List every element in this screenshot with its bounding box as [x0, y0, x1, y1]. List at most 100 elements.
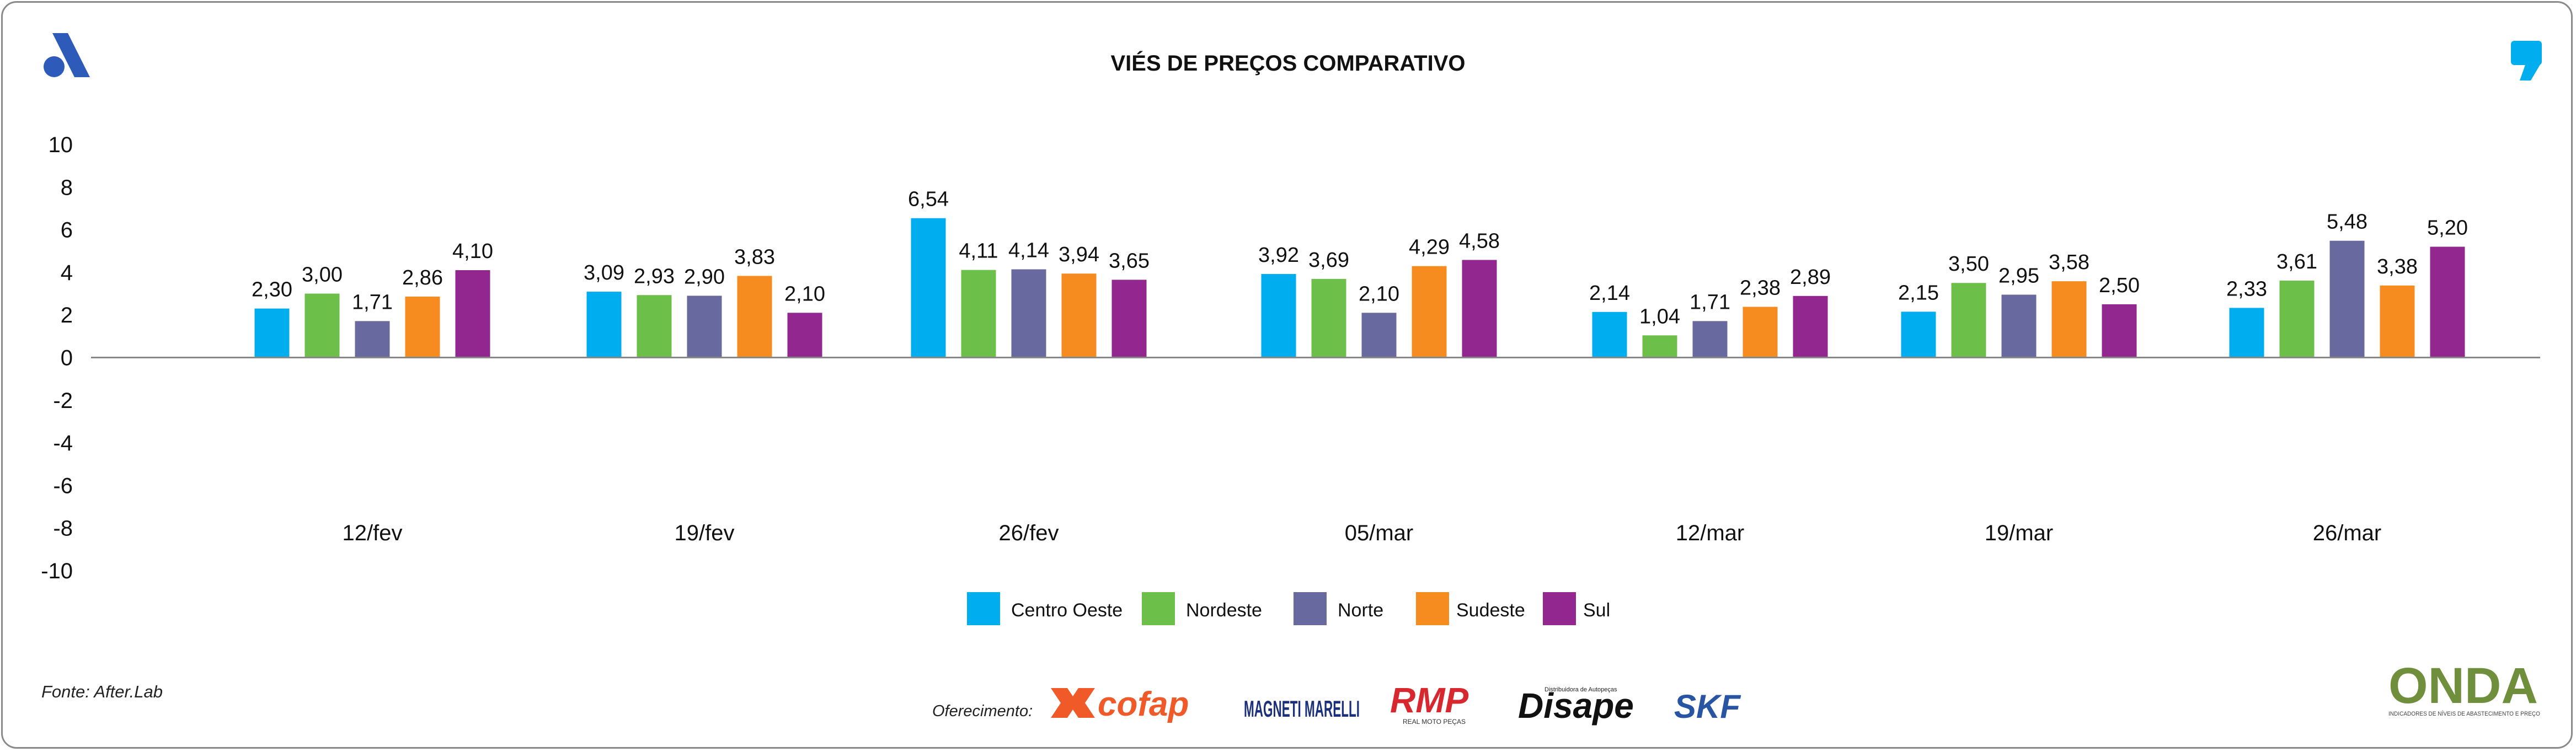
bar-sul-12-mar	[1793, 296, 1828, 358]
bar-value-label: 2,93	[634, 265, 675, 288]
sponsor-label: Oferecimento:	[932, 702, 1033, 720]
legend-swatch-centro-oeste	[967, 592, 1000, 625]
magneti-marelli-wordmark: MAGNETI MARELLI	[1244, 696, 1360, 722]
bar-value-label: 2,89	[1790, 266, 1831, 289]
bar-value-label: 3,58	[2049, 251, 2089, 274]
legend-swatch-nordeste	[1142, 592, 1175, 625]
y-axis: 10 8 6 4 2 0 -2 -4 -6 -8 -10	[41, 133, 73, 583]
y-tick-label: 0	[61, 346, 73, 370]
bar-value-label: 6,54	[908, 188, 949, 211]
legend-swatch-norte	[1294, 592, 1327, 625]
source-note: Fonte: After.Lab	[41, 682, 163, 701]
bar-nordeste-05-mar	[1311, 278, 1346, 358]
legend-label: Nordeste	[1186, 600, 1262, 621]
quote-icon	[2511, 41, 2542, 80]
rmp-tagline: REAL MOTO PEÇAS	[1403, 718, 1466, 726]
bar-value-label: 5,48	[2327, 211, 2367, 234]
bar-nordeste-12-mar	[1642, 335, 1677, 358]
bar-value-label: 4,58	[1459, 229, 1500, 253]
bar-value-label: 1,71	[1690, 291, 1730, 314]
disape-wordmark: Disape	[1518, 686, 1634, 726]
rmp-logo: RMP REAL MOTO PEÇAS	[1390, 680, 1469, 726]
bar-value-label: 3,00	[302, 264, 343, 287]
bar-value-label: 3,94	[1059, 243, 1099, 266]
bar-norte-26-fev	[1011, 269, 1046, 358]
bar-value-label: 3,92	[1258, 244, 1299, 267]
legend-label: Centro Oeste	[1011, 600, 1123, 621]
y-tick-label: 10	[49, 133, 73, 157]
bar-sul-26-fev	[1111, 280, 1147, 358]
bar-data-labels: 2,30 3,00 1,71 2,86 4,10 3,09 2,93 2,90 3,83 2,10…	[252, 188, 2468, 329]
bar-nordeste-19-mar	[1951, 283, 1986, 358]
bar-centro-oeste-19-fev	[586, 292, 622, 358]
x-tick-label: 05/mar	[1345, 521, 1414, 545]
bar-value-label: 4,11	[959, 240, 998, 263]
y-tick-label: -10	[41, 559, 73, 583]
bar-value-label: 3,83	[734, 245, 775, 268]
bar-value-label: 2,50	[2099, 274, 2140, 297]
bar-sudeste-26-mar	[2380, 285, 2415, 358]
bar-nordeste-26-fev	[961, 270, 996, 358]
bar-value-label: 2,10	[784, 282, 825, 305]
x-tick-label: 19/fev	[675, 521, 735, 545]
y-tick-label: -6	[53, 474, 73, 498]
bar-sul-12-fev	[455, 270, 490, 358]
legend-swatch-sudeste	[1416, 592, 1449, 625]
bar-value-label: 2,38	[1740, 277, 1781, 300]
bar-value-label: 2,86	[402, 266, 443, 289]
bar-series	[254, 218, 2465, 358]
bar-nordeste-19-fev	[637, 295, 672, 358]
legend: Centro Oeste Nordeste Norte Sudeste Sul	[967, 592, 1610, 625]
y-tick-label: 8	[61, 175, 73, 200]
bar-value-label: 3,61	[2276, 250, 2317, 273]
bar-value-label: 4,10	[452, 240, 493, 263]
bar-sul-26-mar	[2430, 246, 2465, 358]
bar-value-label: 1,71	[352, 291, 393, 314]
bar-sudeste-12-fev	[405, 296, 440, 358]
bar-value-label: 1,04	[1639, 305, 1680, 328]
bar-norte-12-mar	[1692, 321, 1728, 358]
x-tick-label: 26/mar	[2313, 521, 2382, 545]
legend-swatch-sul	[1543, 592, 1576, 625]
bar-centro-oeste-26-fev	[911, 218, 946, 358]
legend-label: Norte	[1338, 600, 1383, 621]
bar-value-label: 2,15	[1898, 281, 1939, 304]
disape-tagline: Distribuidora de Autopeças	[1544, 686, 1617, 693]
cofap-wordmark: cofap	[1098, 685, 1189, 723]
bar-norte-12-fev	[355, 321, 390, 358]
bar-value-label: 3,69	[1308, 249, 1349, 272]
y-tick-label: 2	[61, 303, 73, 327]
bar-centro-oeste-05-mar	[1261, 273, 1296, 358]
bar-norte-19-fev	[687, 296, 722, 358]
y-tick-label: -4	[53, 431, 73, 455]
bar-value-label: 3,38	[2377, 255, 2418, 278]
x-tick-label: 19/mar	[1985, 521, 2054, 545]
bar-sul-19-fev	[787, 313, 822, 358]
bar-sudeste-05-mar	[1412, 266, 1447, 358]
onda-tagline: INDICADORES DE NÍVEIS DE ABASTECIMENTO E…	[2388, 710, 2540, 717]
onda-logo: ONDA INDICADORES DE NÍVEIS DE ABASTECIME…	[2388, 658, 2540, 717]
x-tick-label: 12/mar	[1676, 521, 1745, 545]
x-tick-label: 26/fev	[999, 521, 1059, 545]
onda-wordmark: ONDA	[2388, 658, 2538, 714]
cofap-logo: cofap	[1051, 685, 1189, 723]
bar-sudeste-26-fev	[1061, 273, 1097, 358]
bar-value-label: 3,09	[584, 261, 624, 284]
bar-sul-19-mar	[2102, 304, 2137, 358]
bar-value-label: 2,30	[252, 278, 292, 302]
bar-sudeste-12-mar	[1743, 307, 1778, 358]
chart-title: VIÉS DE PREÇOS COMPARATIVO	[1110, 51, 1465, 76]
brand-logo-icon	[44, 33, 90, 77]
skf-wordmark: SKF	[1674, 688, 1741, 725]
disape-logo: Distribuidora de Autopeças Disape	[1518, 686, 1634, 726]
legend-label: Sul	[1583, 600, 1610, 621]
bar-value-label: 3,50	[1948, 253, 1989, 276]
bar-value-label: 2,95	[1998, 264, 2039, 287]
bar-norte-26-mar	[2329, 240, 2365, 358]
bar-centro-oeste-26-mar	[2229, 308, 2264, 358]
bar-value-label: 2,33	[2226, 277, 2267, 300]
bar-value-label: 4,29	[1409, 236, 1450, 259]
bar-value-label: 4,14	[1008, 239, 1049, 262]
